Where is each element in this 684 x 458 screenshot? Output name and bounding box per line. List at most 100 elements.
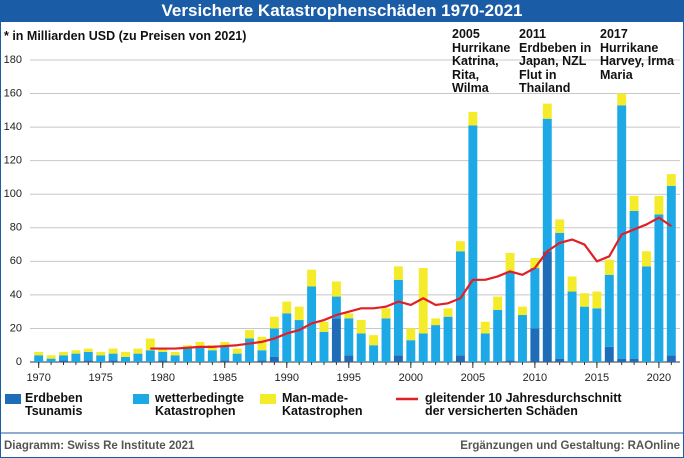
legend-swatch (133, 394, 149, 404)
legend-label: wetterbedingte Katastrophen (155, 391, 244, 418)
bar-segment (567, 291, 577, 362)
bar-segment (493, 309, 503, 362)
subtitle: * in Milliarden USD (zu Preisen von 2021… (4, 29, 247, 43)
bar-segment (666, 355, 676, 362)
bar-segment (294, 306, 304, 321)
moving-average-line (150, 216, 672, 350)
x-tick-label: 2020 (647, 372, 671, 384)
x-tick-label: 1970 (26, 372, 50, 384)
legend-label: Erdbeben Tsunamis (25, 391, 83, 418)
bar-segment (480, 333, 490, 362)
bar-segment (393, 355, 403, 362)
x-tick-label: 2000 (399, 372, 423, 384)
bar-segment (319, 321, 329, 332)
bar-segment (170, 351, 180, 356)
bar-segment (344, 318, 354, 356)
bar-segment (567, 276, 577, 292)
bar-segment (34, 355, 44, 362)
bar-segment (542, 251, 552, 362)
bar-segment (108, 348, 118, 354)
bar-segment (307, 269, 317, 287)
bar-segment (158, 360, 168, 362)
bar-segment (59, 360, 68, 362)
bar-segment (369, 335, 379, 346)
bar-segment (83, 348, 93, 352)
x-tick-label: 1985 (213, 372, 237, 384)
bar-segment (282, 313, 292, 362)
bar-segment (183, 348, 193, 362)
bar-segment (133, 348, 143, 354)
bar-segment (542, 118, 552, 252)
bar-segment (34, 351, 44, 356)
bar-segment (59, 355, 68, 361)
bar-segment (604, 346, 614, 362)
bar-segment (555, 358, 565, 362)
bar-segment (158, 351, 168, 361)
bar-segment (46, 358, 56, 362)
chart-title: Versicherte Katastrophenschäden 1970-202… (0, 0, 684, 22)
bar-segment (257, 336, 267, 351)
bar-segment (617, 93, 627, 106)
bar-segment (269, 356, 279, 362)
bar-segment (59, 351, 68, 356)
bar-segment (133, 353, 143, 362)
bar-segment (319, 331, 329, 362)
bar-segment (455, 241, 465, 252)
bar-segment (356, 320, 366, 334)
bar-segment (431, 318, 441, 326)
bar-segment (108, 360, 118, 362)
annotation: 2011 Erdbeben in Japan, NZL Flut in Thai… (519, 27, 592, 95)
bar-segment (592, 308, 602, 362)
x-tick-label: 2015 (585, 372, 609, 384)
x-tick-label: 1980 (150, 372, 174, 384)
bar-segment (406, 328, 416, 341)
bar-segment (331, 296, 341, 319)
bar-segment (331, 318, 341, 362)
bar-segment (617, 358, 627, 362)
bar-segment (257, 360, 267, 362)
bar-segment (245, 338, 255, 362)
x-tick-label: 2005 (461, 372, 485, 384)
bar-segment (195, 346, 205, 362)
bar-segment (381, 308, 391, 319)
bar-segment (195, 341, 205, 347)
y-tick-label: 60 (10, 255, 22, 267)
bar-segment (642, 251, 651, 267)
y-tick-label: 180 (4, 54, 22, 66)
bar-segment (666, 185, 676, 356)
bar-segment (381, 318, 391, 362)
bar-segment (170, 355, 180, 362)
annotation: 2005 Hurrikane Katrina, Rita, Wilma (452, 27, 511, 95)
bar-segment (642, 266, 651, 362)
bar-segment (145, 350, 155, 362)
bar-segment (406, 340, 416, 362)
bar-segment (443, 316, 453, 362)
y-tick-label: 0 (16, 356, 22, 368)
bar-segment (555, 232, 565, 359)
legend-swatch (260, 394, 276, 404)
y-tick-label: 160 (4, 87, 22, 99)
bar-segment (505, 360, 515, 362)
y-tick-label: 120 (4, 155, 22, 167)
y-tick-label: 80 (10, 222, 22, 234)
bar-segment (220, 360, 230, 362)
bar-segment (580, 293, 589, 307)
annotation: 2017 Hurrikane Harvey, Irma Maria (600, 27, 675, 82)
bar-segment (455, 251, 465, 356)
source: Diagramm: Swiss Re Institute 2021 (4, 440, 195, 452)
bar-segment (344, 355, 354, 362)
x-tick-label: 1995 (337, 372, 361, 384)
bar-segment (443, 308, 453, 317)
bar-segment (505, 252, 515, 272)
bar-segment (83, 360, 93, 362)
x-tick-label: 2010 (523, 372, 547, 384)
bar-segment (46, 355, 56, 359)
bar-segment (220, 346, 230, 361)
bar-segment (207, 350, 217, 362)
bar-segment (232, 353, 242, 362)
credit: Ergänzungen und Gestaltung: RAOnline (460, 440, 680, 452)
bar-segment (220, 341, 230, 347)
bar-segment (369, 345, 379, 362)
bar-segment (71, 353, 81, 362)
